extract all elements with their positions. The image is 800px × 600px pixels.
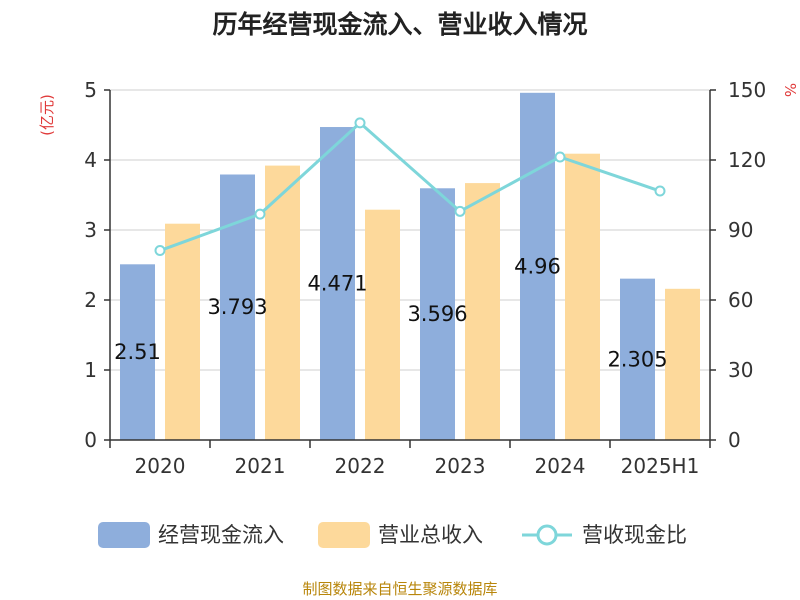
legend-label-revenue: 营业总收入 [378,523,483,547]
bar-cash-inflow [420,188,455,440]
x-tick-label: 2022 [335,454,386,478]
legend-swatch-cash-inflow [98,522,150,548]
data-label: 3.596 [407,302,467,326]
bar-cash-inflow [120,264,155,440]
left-tick-label: 4 [84,148,97,172]
left-axis: 0 1 2 3 4 5 [84,78,111,452]
bar-revenue [465,183,500,440]
left-tick-label: 0 [84,428,97,452]
right-tick-label: 30 [728,358,753,382]
x-tick-label: 2021 [235,454,286,478]
bar-cash-inflow [520,92,555,441]
legend: 经营现金流入 营业总收入 营收现金比 [98,522,687,548]
x-tick-label: 2023 [435,454,486,478]
data-label: 2.305 [607,347,667,371]
data-label: 3.793 [207,295,267,319]
legend-label-cash-inflow: 经营现金流入 [158,523,284,547]
bar-revenue [265,165,300,440]
right-tick-label: 120 [728,148,766,172]
bar-revenue [365,209,400,440]
right-axis: 0 30 60 90 120 150 [709,78,766,452]
data-label: 4.471 [307,272,367,296]
x-tick-label: 2025H1 [621,454,700,478]
point-cash-ratio [454,205,466,217]
left-tick-label: 5 [84,78,97,102]
grid-lines [110,89,710,371]
x-tick-label: 2024 [535,454,586,478]
data-source: 制图数据来自恒生聚源数据库 [302,580,497,598]
point-cash-ratio [354,117,366,129]
x-tick-label: 2020 [135,454,186,478]
right-tick-label: 60 [728,288,753,312]
point-cash-ratio [254,208,266,220]
right-axis-unit: % [781,83,799,97]
point-cash-ratio [654,185,666,197]
legend-marker-ratio [536,524,558,546]
plot-area: 2.51 3.793 4.471 3.596 4.96 2.305 [114,92,700,441]
legend-swatch-revenue [318,522,370,548]
point-cash-ratio [154,245,166,257]
data-label: 2.51 [114,340,161,364]
left-tick-label: 3 [84,218,97,242]
right-tick-label: 0 [728,428,741,452]
right-tick-label: 90 [728,218,753,242]
x-axis: 2020 2021 2022 2023 2024 2025H1 [109,439,711,478]
chart-title: 历年经营现金流入、营业收入情况 [212,10,587,39]
left-tick-label: 2 [84,288,97,312]
bar-cash-inflow [620,278,655,440]
data-label: 4.96 [514,254,561,278]
bar-revenue [165,223,200,440]
bar-revenue [665,288,700,440]
right-tick-label: 150 [728,78,766,102]
line-cash-ratio [159,120,661,252]
left-axis-unit: (亿元) [38,94,56,136]
bar-revenue [565,153,600,440]
legend-label-ratio: 营收现金比 [582,523,687,547]
left-tick-label: 1 [84,358,97,382]
bar-cash-inflow [320,127,355,440]
point-cash-ratio [554,151,566,163]
